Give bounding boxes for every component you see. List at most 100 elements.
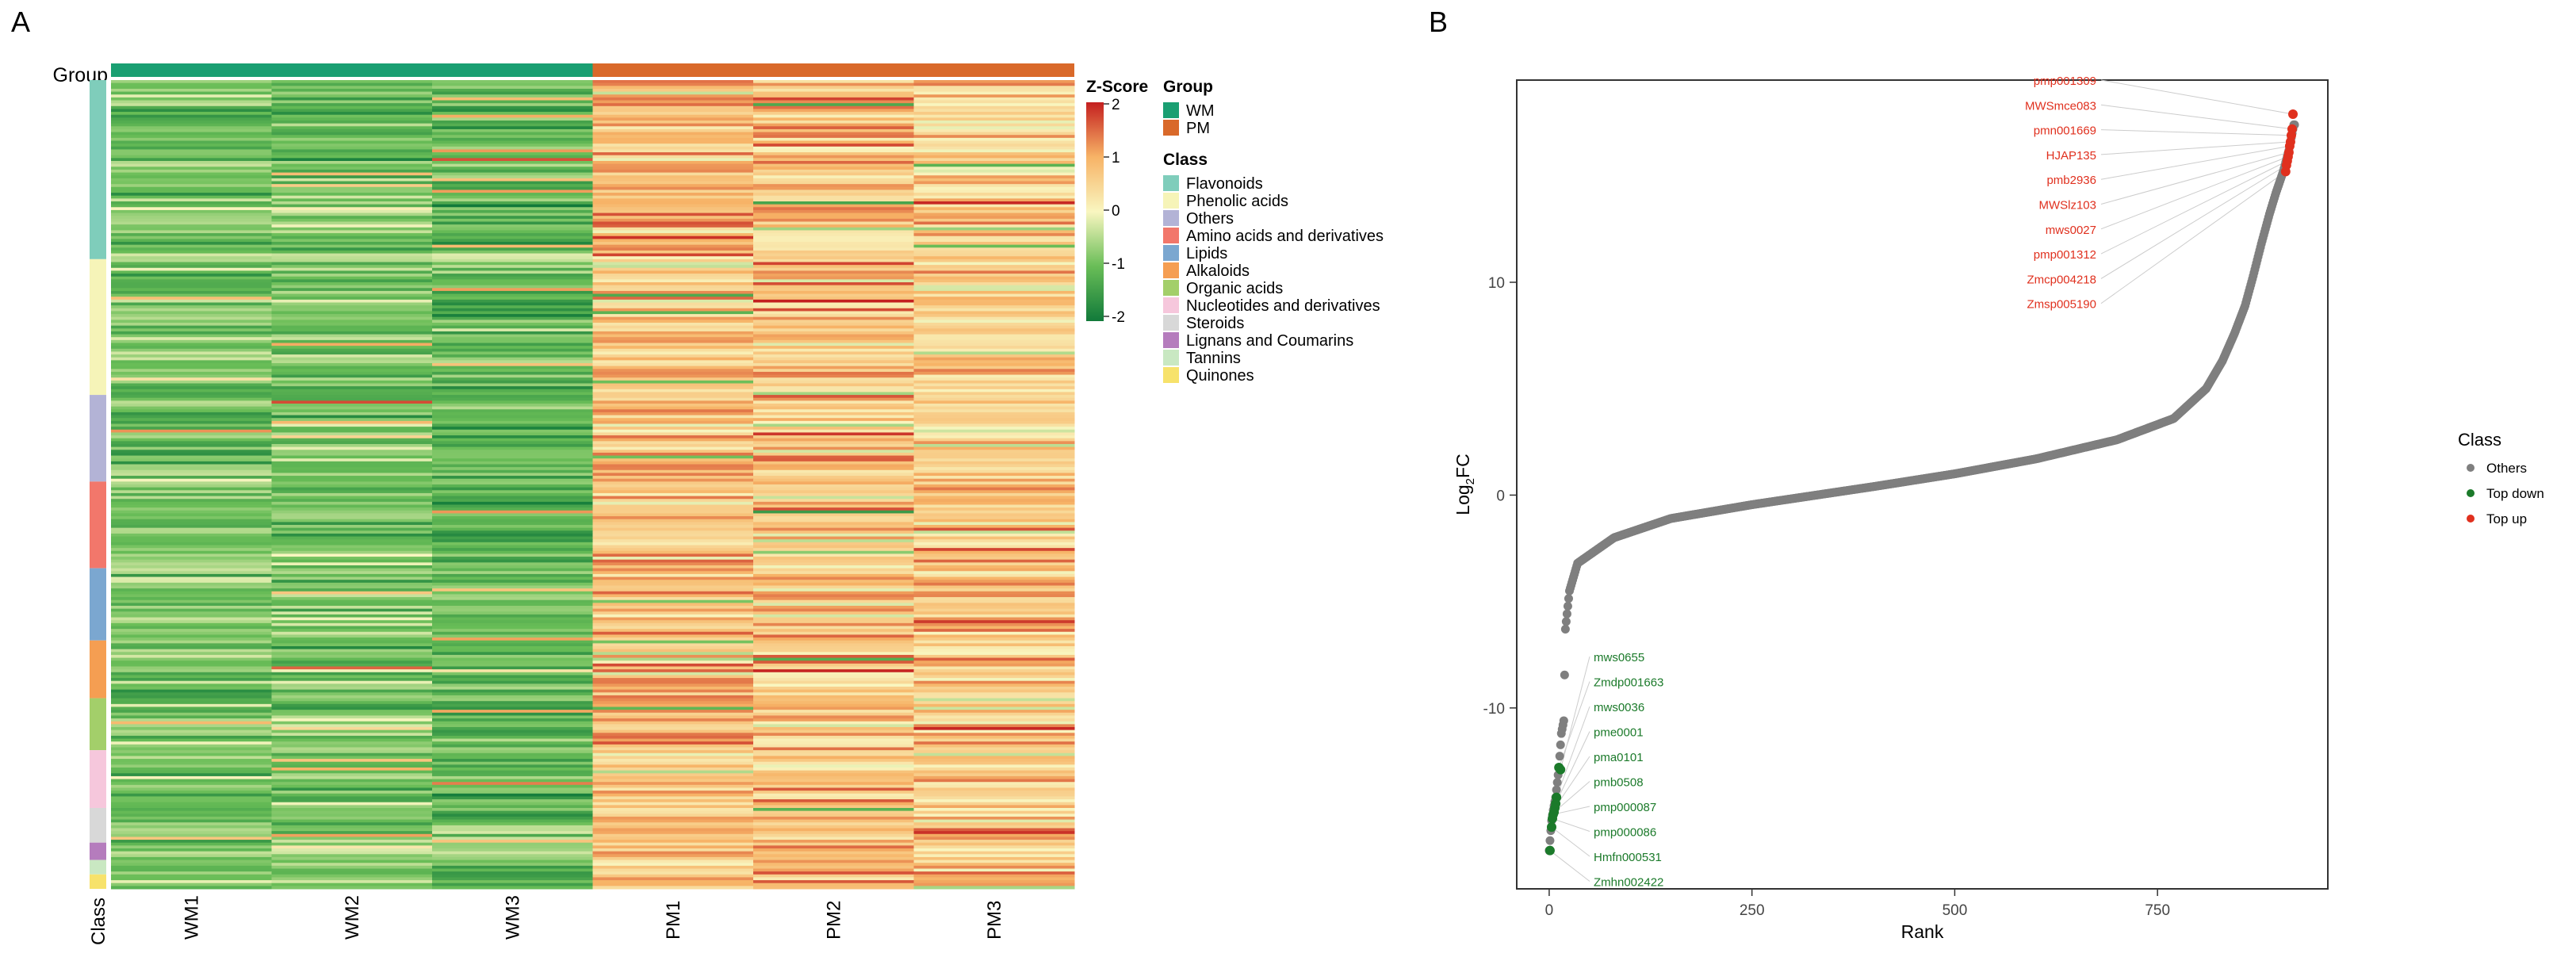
- heatmap-cell: [111, 366, 272, 369]
- heatmap-cell: [432, 484, 593, 488]
- heatmap-cell: [271, 239, 433, 243]
- heatmap-cell: [913, 622, 1075, 626]
- heatmap-cell: [432, 380, 593, 384]
- heatmap-cell: [753, 568, 914, 572]
- heatmap-cell: [271, 550, 433, 554]
- heatmap-cell: [913, 114, 1075, 118]
- heatmap-cell: [271, 461, 433, 465]
- heatmap-cell: [271, 270, 433, 274]
- heatmap-cell: [753, 559, 914, 563]
- class-annotation-bar: [90, 80, 106, 889]
- heatmap-cell: [111, 452, 272, 457]
- heatmap-cell: [111, 770, 272, 774]
- heatmap-cell: [592, 282, 754, 286]
- heatmap-cell: [913, 545, 1075, 549]
- point-others: [1552, 785, 1561, 794]
- heatmap-cell: [432, 695, 593, 699]
- sample-label: WM1: [181, 895, 202, 940]
- heatmap-cell: [592, 856, 754, 861]
- heatmap-cell: [111, 316, 272, 320]
- heatmap-cell: [271, 178, 433, 182]
- x-tick-label: 750: [2145, 902, 2170, 919]
- heatmap-cell: [111, 86, 272, 90]
- heatmap-cell: [913, 270, 1075, 274]
- heatmap-cell: [913, 840, 1075, 844]
- heatmap-cell: [271, 423, 433, 427]
- heatmap-cell: [592, 530, 754, 534]
- heatmap-cell: [111, 337, 272, 341]
- heatmap-cell: [753, 265, 914, 269]
- heatmap-cell: [753, 282, 914, 286]
- heatmap-cell: [913, 756, 1075, 760]
- heatmap-cell: [432, 533, 593, 538]
- heatmap-cell: [432, 420, 593, 424]
- heatmap-cell: [592, 516, 754, 520]
- heatmap-cell: [111, 680, 272, 684]
- heatmap-cell: [111, 640, 272, 644]
- heatmap-cell: [592, 450, 754, 454]
- heatmap-cell: [592, 323, 754, 327]
- heatmap-cell: [432, 247, 593, 251]
- heatmap-cell: [271, 744, 433, 748]
- heatmap-cell: [913, 764, 1075, 768]
- heatmap-cell: [913, 386, 1075, 390]
- heatmap-cell: [271, 354, 433, 358]
- heatmap-cell: [753, 233, 914, 237]
- heatmap-cell: [111, 94, 272, 98]
- heatmap-cell: [753, 805, 914, 809]
- heatmap-cell: [913, 429, 1075, 433]
- heatmap-cell: [913, 784, 1075, 788]
- point-top-up: [2288, 109, 2298, 119]
- heatmap-cell: [913, 247, 1075, 251]
- heatmap-cell: [271, 274, 433, 278]
- callout-line-down: [1549, 850, 1590, 882]
- heatmap-cell: [592, 418, 754, 422]
- heatmap-cell: [753, 669, 914, 673]
- heatmap-cell: [111, 808, 272, 812]
- heatmap-cell: [111, 649, 272, 653]
- class-bar-segment: [90, 640, 106, 699]
- heatmap-cell: [913, 611, 1075, 615]
- heatmap-cell: [913, 492, 1075, 497]
- heatmap-cell: [432, 507, 593, 511]
- heatmap-cell: [753, 727, 914, 731]
- heatmap-cell: [753, 386, 914, 390]
- heatmap-cell: [432, 293, 593, 297]
- heatmap-cell: [111, 750, 272, 754]
- heatmap-cell: [753, 660, 914, 664]
- heatmap-cell: [271, 747, 433, 751]
- heatmap-cell: [432, 654, 593, 659]
- heatmap-cell: [271, 837, 433, 840]
- heatmap-cell: [111, 117, 272, 121]
- x-tick-label: 500: [1943, 902, 1968, 919]
- heatmap-cell: [111, 441, 272, 445]
- callout-line-down: [1560, 656, 1590, 770]
- heatmap-cell: [913, 796, 1075, 800]
- heatmap-cell: [592, 525, 754, 529]
- heatmap-cell: [432, 856, 593, 861]
- heatmap-cell: [271, 585, 433, 589]
- sample-labels: WM1 WM2 WM3 PM1 PM2 PM3: [181, 895, 1005, 940]
- heatmap-cell: [592, 779, 754, 783]
- heatmap-cell: [592, 230, 754, 234]
- heatmap-cell: [913, 741, 1075, 745]
- heatmap-cell: [271, 297, 433, 301]
- heatmap-cell: [753, 851, 914, 855]
- heatmap-cell: [913, 218, 1075, 222]
- heatmap-cell: [111, 782, 272, 786]
- heatmap-cell: [592, 316, 754, 320]
- heatmap-cell: [592, 86, 754, 90]
- heatmap-cell: [753, 791, 914, 794]
- heatmap-cell: [592, 703, 754, 707]
- heatmap-cell: [432, 305, 593, 309]
- heatmap-cell: [913, 337, 1075, 341]
- heatmap-cell: [592, 285, 754, 289]
- class-legend-swatch: [1163, 228, 1179, 243]
- heatmap-cell: [432, 779, 593, 783]
- heatmap-cell: [111, 288, 272, 292]
- heatmap-cell: [111, 752, 272, 756]
- heatmap-cell: [913, 207, 1075, 211]
- heatmap-cell: [753, 450, 914, 454]
- heatmap-cell: [432, 741, 593, 745]
- heatmap-cell: [432, 527, 593, 531]
